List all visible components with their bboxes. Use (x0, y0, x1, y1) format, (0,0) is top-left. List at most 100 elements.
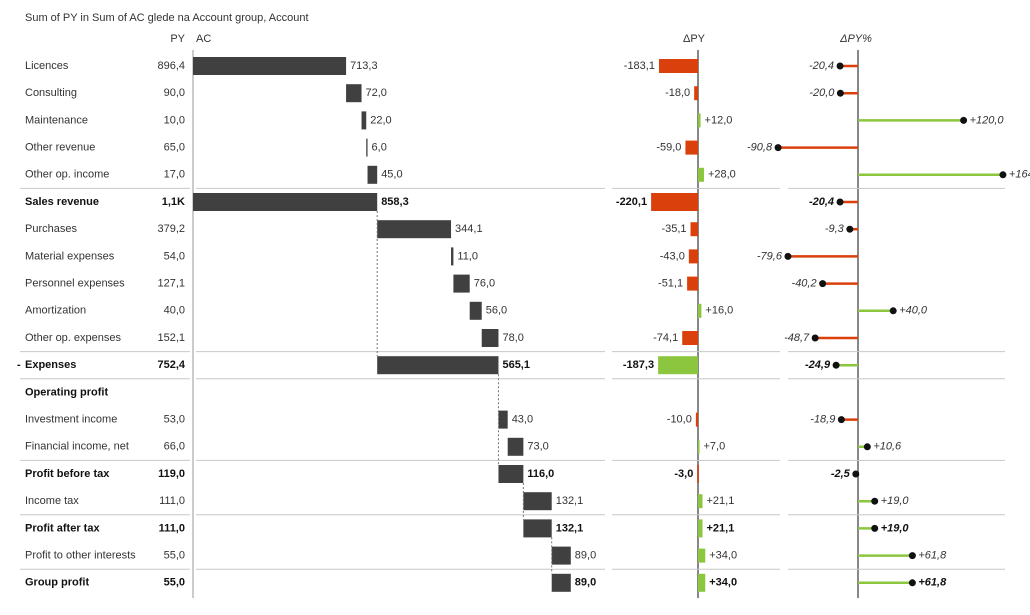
ac-label: 56,0 (486, 305, 507, 317)
dpy-pct-label: -90,8 (747, 142, 773, 154)
dpy-label: -3,0 (674, 468, 693, 480)
dpy-pct-dot (837, 416, 845, 424)
ac-label: 132,1 (556, 522, 584, 534)
ac-label: 76,0 (474, 278, 495, 290)
dpy-bar (698, 113, 701, 128)
dpy-pct-label: +19,0 (881, 522, 910, 534)
dpy-label: -18,0 (665, 87, 690, 99)
py-value: 17,0 (164, 169, 185, 181)
dpy-label: -10,0 (667, 414, 692, 426)
dpy-pct-label: -79,6 (757, 250, 783, 262)
row-label: Amortization (25, 305, 86, 317)
dpy-pct-dot (836, 62, 844, 70)
dpy-pct-dot (999, 171, 1007, 179)
dpy-label: -43,0 (660, 250, 685, 262)
ac-bar (481, 329, 499, 347)
dpy-pct-dot (784, 252, 792, 260)
dpy-label: +34,0 (709, 577, 737, 589)
dpy-bar (698, 303, 702, 318)
dpy-label: +16,0 (705, 305, 733, 317)
py-value: 10,0 (164, 114, 185, 126)
dpy-pct-dot (908, 579, 916, 587)
row-label: Income tax (25, 495, 79, 507)
dpy-pct-dot (863, 443, 871, 451)
ac-label: 132,1 (556, 495, 584, 507)
py-value: 152,1 (157, 332, 185, 344)
py-value: 379,2 (157, 223, 185, 235)
dpy-pct-dot (871, 497, 879, 505)
dpy-bar (682, 331, 698, 345)
ac-label: 344,1 (455, 223, 483, 235)
dpy-bar (698, 573, 706, 592)
dpy-bar (658, 356, 698, 375)
row-label: Operating profit (25, 386, 108, 398)
ac-label: 78,0 (502, 332, 523, 344)
dpy-pct-dot (889, 307, 897, 315)
row-label: Financial income, net (25, 441, 129, 453)
dpy-bar (698, 439, 700, 454)
ac-bar (451, 247, 454, 266)
ac-bar (377, 220, 452, 239)
row-label: Licences (25, 60, 69, 72)
dpy-pct-label: +19,0 (881, 495, 910, 507)
ac-bar (551, 573, 571, 592)
dpy-bar (687, 276, 698, 291)
py-value: 111,0 (159, 522, 185, 534)
ac-bar (507, 437, 524, 456)
row-label: Consulting (25, 87, 77, 99)
dpy-bar (698, 548, 706, 563)
dpy-bar (688, 249, 698, 264)
ac-bar (366, 138, 368, 157)
dpy-label: +21,1 (706, 522, 734, 534)
ac-bar (551, 546, 571, 565)
dpy-pct-dot (852, 470, 860, 478)
ac-label: 22,0 (370, 114, 391, 126)
dpy-label: -187,3 (623, 359, 654, 371)
row-prefix: - (17, 359, 21, 371)
dpy-bar (694, 86, 698, 101)
dpy-label: +28,0 (708, 169, 736, 181)
dpy-pct-label: +61,8 (918, 550, 947, 562)
dpy-pct-dot (811, 334, 819, 342)
ac-label: 43,0 (512, 414, 533, 426)
dpy-label: -35,1 (661, 223, 686, 235)
column-header: AC (196, 33, 211, 45)
py-value: 1,1K (162, 196, 185, 208)
dpy-pct-dot (836, 89, 844, 97)
py-value: 66,0 (164, 441, 185, 453)
dpy-pct-label: -24,9 (805, 359, 831, 371)
row-label: Group profit (25, 577, 89, 589)
dpy-pct-label: -20,4 (809, 196, 834, 208)
ac-bar (377, 356, 499, 375)
dpy-label: -183,1 (624, 60, 655, 72)
row-label: Other op. income (25, 169, 109, 181)
ac-bar (498, 410, 508, 429)
ac-label: 73,0 (527, 441, 548, 453)
ac-bar (193, 57, 347, 75)
dpy-bar (690, 222, 698, 237)
row-label: Material expenses (25, 250, 115, 262)
dpy-pct-dot (819, 280, 827, 288)
dpy-pct-label: +10,6 (873, 441, 902, 453)
row-label: Other revenue (25, 142, 95, 154)
dpy-label: +12,0 (705, 114, 733, 126)
dpy-pct-label: +40,0 (899, 305, 928, 317)
ac-label: 89,0 (575, 550, 596, 562)
py-value: 55,0 (164, 550, 185, 562)
column-header: PY (170, 33, 185, 45)
dpy-pct-label: -40,2 (792, 278, 817, 290)
py-value: 752,4 (157, 359, 185, 371)
ac-bar (193, 193, 378, 211)
dpy-pct-dot (960, 116, 968, 124)
row-label: Expenses (25, 359, 76, 371)
dpy-pct-dot (908, 552, 916, 560)
py-value: 40,0 (164, 305, 185, 317)
py-value: 119,0 (158, 468, 185, 480)
dpy-label: +21,1 (706, 495, 734, 507)
ac-bar (498, 465, 524, 483)
dpy-pct-label: -9,3 (825, 223, 845, 235)
dpy-label: +34,0 (709, 550, 737, 562)
dpy-bar (658, 59, 698, 73)
dpy-pct-dot (846, 225, 854, 233)
